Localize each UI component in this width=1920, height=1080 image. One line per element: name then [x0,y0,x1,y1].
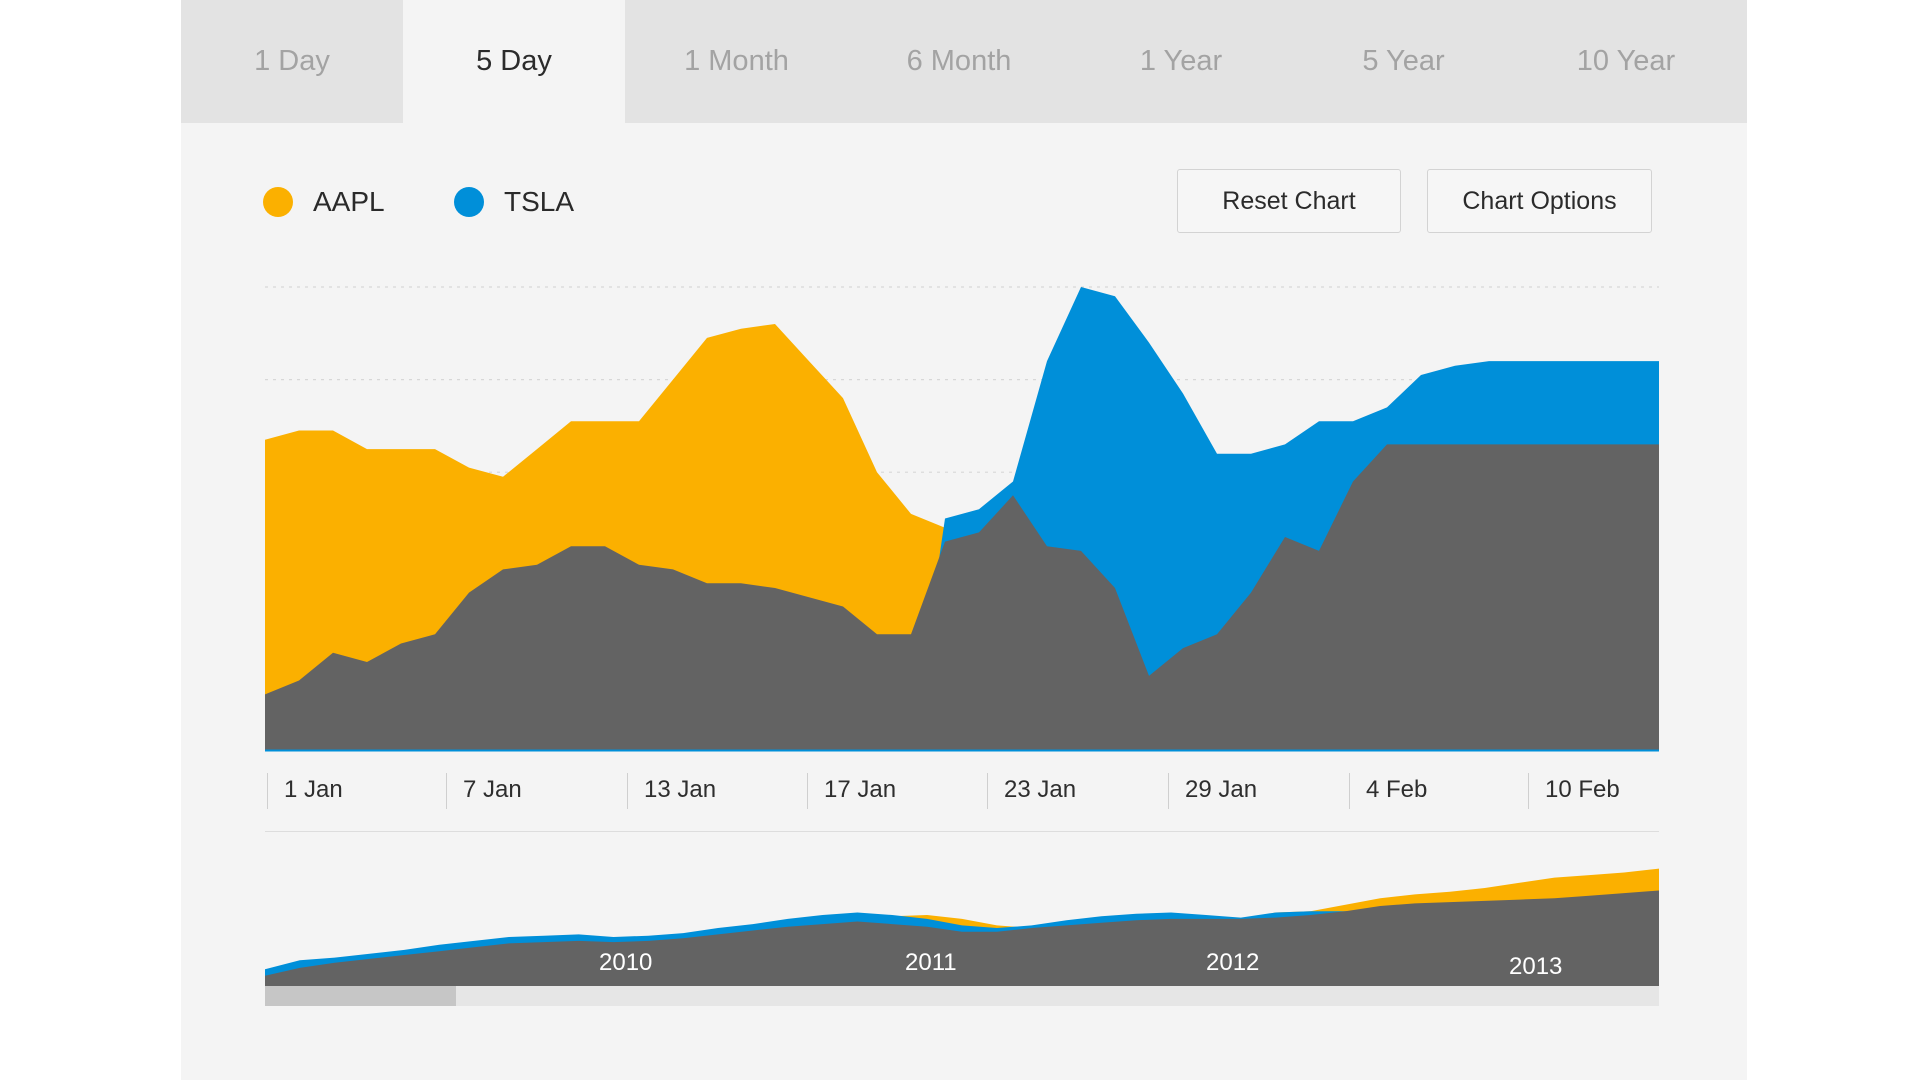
range-tabs: 1 Day 5 Day 1 Month 6 Month 1 Year 5 Yea… [181,0,1747,123]
reset-chart-button[interactable]: Reset Chart [1177,169,1401,233]
navigator-year-label: 2010 [599,949,653,976]
main-area-chart[interactable] [181,0,1747,1080]
nav-series-base-area [265,890,1659,986]
tab-6-month[interactable]: 6 Month [906,45,1012,77]
tab-5-year[interactable]: 5 Year [1362,45,1445,77]
navigator-scroll-track[interactable] [265,986,1659,1006]
navigator-year-label: 2013 [1509,953,1563,980]
chart-panel: 1 Day 5 Day 1 Month 6 Month 1 Year 5 Yea… [181,0,1747,1080]
chart-options-button[interactable]: Chart Options [1427,169,1652,233]
navigator-chart[interactable] [181,0,1747,1080]
x-tick-line [987,773,988,809]
navigator-year-label: 2012 [1206,949,1260,976]
x-tick-line [1349,773,1350,809]
x-tick-line [267,773,268,809]
x-tick-label: 29 Jan [1185,776,1258,803]
navigator-scroll-thumb[interactable] [265,986,456,1006]
tab-5-day[interactable]: 5 Day [403,0,625,123]
aapl-dot-icon [263,187,293,217]
tab-1-year[interactable]: 1 Year [1139,45,1223,77]
tab-1-month[interactable]: 1 Month [684,45,789,77]
x-tick-line [627,773,628,809]
x-tick-label: 10 Feb [1545,776,1620,803]
x-tick-label: 13 Jan [644,776,717,803]
navigator-year-label: 2011 [905,949,957,976]
x-tick-label: 23 Jan [1004,776,1077,803]
x-tick-label: 1 Jan [284,776,343,803]
legend-item-tsla[interactable]: TSLA [454,180,574,224]
legend-label-tsla: TSLA [504,186,575,217]
chart-divider [265,831,1659,832]
tab-1-day[interactable]: 1 Day [254,45,330,77]
x-tick-line [1168,773,1169,809]
x-tick-line [1528,773,1529,809]
legend-item-aapl[interactable]: AAPL [263,180,385,224]
legend-label-aapl: AAPL [313,186,385,217]
x-tick-label: 4 Feb [1366,776,1428,803]
tsla-dot-icon [454,187,484,217]
main-series-base-area [265,444,1659,750]
x-tick-line [807,773,808,809]
x-tick-line [446,773,447,809]
tab-10-year[interactable]: 10 Year [1576,45,1676,77]
x-tick-label: 17 Jan [824,776,897,803]
x-tick-label: 7 Jan [463,776,522,803]
